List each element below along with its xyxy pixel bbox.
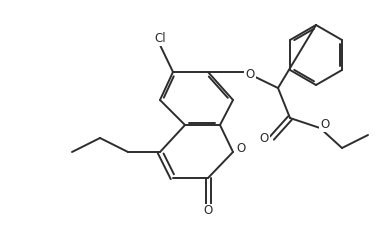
Text: O: O — [259, 132, 268, 144]
Text: O: O — [236, 142, 246, 155]
Text: Cl: Cl — [154, 33, 166, 46]
Text: O: O — [203, 205, 213, 217]
Text: O: O — [320, 118, 330, 132]
Text: O: O — [245, 68, 255, 80]
